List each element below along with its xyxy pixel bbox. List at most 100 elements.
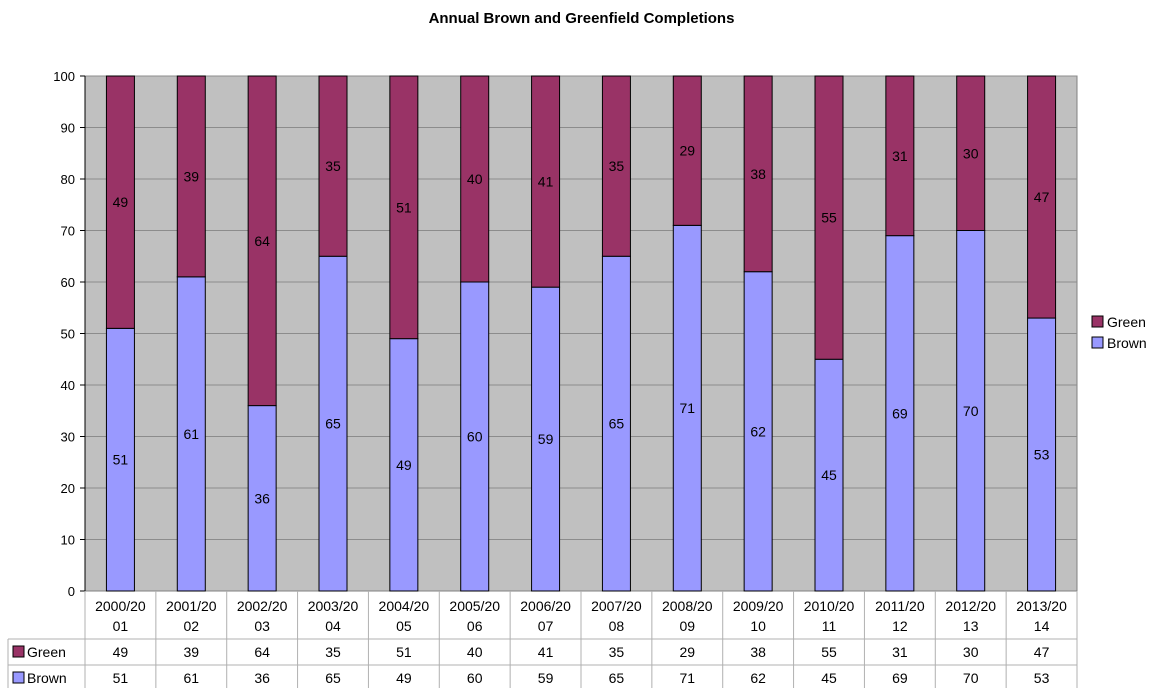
table-cell-brown: 62 (750, 670, 766, 686)
data-label-brown: 71 (679, 400, 695, 416)
table-cell-brown: 59 (538, 670, 554, 686)
bar-brown (531, 286, 561, 592)
bar-green (1027, 75, 1057, 319)
legend-label-brown: Brown (1107, 335, 1147, 351)
category-label-line1: 2010/20 (804, 598, 855, 614)
y-tick-label: 20 (61, 481, 75, 496)
data-label-green: 39 (183, 168, 199, 184)
data-label-green: 49 (113, 194, 129, 210)
data-label-brown: 45 (821, 467, 837, 483)
table-cell-green: 40 (467, 644, 483, 660)
data-label-green: 35 (609, 158, 625, 174)
data-label-brown: 36 (254, 490, 270, 506)
table-key-green (12, 645, 25, 658)
bar-green (601, 75, 631, 257)
bar-brown (743, 271, 773, 592)
category-label-line1: 2003/20 (308, 598, 359, 614)
bar-brown (318, 255, 348, 592)
bar-green (885, 75, 915, 237)
data-label-green: 35 (325, 158, 341, 174)
table-cell-green: 30 (963, 644, 979, 660)
legend-label-green: Green (1107, 314, 1146, 330)
table-cell-brown: 70 (963, 670, 979, 686)
bar-green (814, 75, 844, 360)
data-label-green: 38 (750, 166, 766, 182)
table-cell-brown: 65 (609, 670, 625, 686)
bar-green (956, 75, 986, 231)
data-label-green: 47 (1034, 189, 1050, 205)
data-label-brown: 60 (467, 429, 483, 445)
bar-brown (105, 327, 135, 592)
data-label-brown: 53 (1034, 447, 1050, 463)
chart-title: Annual Brown and Greenfield Completions (428, 10, 735, 27)
category-label-line1: 2011/20 (875, 598, 925, 614)
category-label-line2: 12 (892, 618, 908, 634)
bar-green (318, 75, 348, 257)
data-label-green: 64 (254, 233, 270, 249)
table-cell-brown: 60 (467, 670, 483, 686)
category-label-line1: 2002/20 (237, 598, 288, 614)
table-cell-brown: 65 (325, 670, 341, 686)
data-label-brown: 65 (609, 416, 625, 432)
category-label-line1: 2013/20 (1016, 598, 1067, 614)
bar-brown (672, 224, 702, 592)
legend-swatch-green (1091, 315, 1104, 328)
bar-brown (956, 230, 986, 592)
y-tick-label: 0 (68, 584, 75, 599)
table-cell-brown: 51 (113, 670, 129, 686)
table-cell-brown: 36 (254, 670, 270, 686)
table-key-brown (12, 671, 25, 684)
table-cell-green: 49 (113, 644, 129, 660)
bar-brown (460, 281, 490, 592)
category-label-line2: 13 (963, 618, 979, 634)
y-tick-label: 60 (61, 275, 75, 290)
bar-brown (601, 255, 631, 592)
bar-green (460, 75, 490, 283)
bar-green (743, 75, 773, 273)
y-tick-label: 80 (61, 172, 75, 187)
category-label-line2: 04 (325, 618, 341, 634)
table-cell-green: 47 (1034, 644, 1050, 660)
bar-brown (814, 358, 844, 592)
table-cell-brown: 69 (892, 670, 908, 686)
category-label-line2: 02 (183, 618, 199, 634)
y-tick-label: 30 (61, 430, 75, 445)
category-label-line2: 14 (1034, 618, 1050, 634)
data-label-green: 40 (467, 171, 483, 187)
category-label-line1: 2006/20 (520, 598, 571, 614)
y-tick-label: 90 (61, 121, 75, 136)
bar-green (672, 75, 702, 226)
bar-brown (176, 276, 206, 592)
table-row-label-green: Green (27, 644, 66, 660)
bar-brown (885, 235, 915, 592)
table-cell-brown: 45 (821, 670, 837, 686)
table-cell-green: 51 (396, 644, 412, 660)
category-label-line2: 10 (750, 618, 766, 634)
table-cell-green: 39 (183, 644, 199, 660)
bar-green (176, 75, 206, 278)
bar-green (531, 75, 561, 288)
y-tick-label: 10 (61, 533, 75, 548)
category-label-line2: 06 (467, 618, 483, 634)
category-label-line1: 2000/20 (95, 598, 146, 614)
data-label-green: 31 (892, 148, 908, 164)
bar-brown (247, 405, 277, 592)
bar-brown (389, 338, 419, 592)
category-label-line1: 2004/20 (379, 598, 430, 614)
category-label-line2: 07 (538, 618, 554, 634)
table-cell-green: 31 (892, 644, 908, 660)
category-label-line2: 08 (609, 618, 625, 634)
y-tick-label: 70 (61, 224, 75, 239)
data-label-green: 41 (538, 174, 554, 190)
table-cell-green: 29 (679, 644, 695, 660)
table-cell-green: 55 (821, 644, 837, 660)
category-label-line1: 2012/20 (945, 598, 996, 614)
category-label-line1: 2005/20 (449, 598, 500, 614)
category-label-line1: 2001/20 (166, 598, 217, 614)
data-label-brown: 51 (113, 452, 129, 468)
table-cell-green: 38 (750, 644, 766, 660)
category-label-line2: 03 (254, 618, 270, 634)
data-label-green: 29 (679, 143, 695, 159)
table-cell-green: 41 (538, 644, 554, 660)
category-label-line2: 05 (396, 618, 412, 634)
